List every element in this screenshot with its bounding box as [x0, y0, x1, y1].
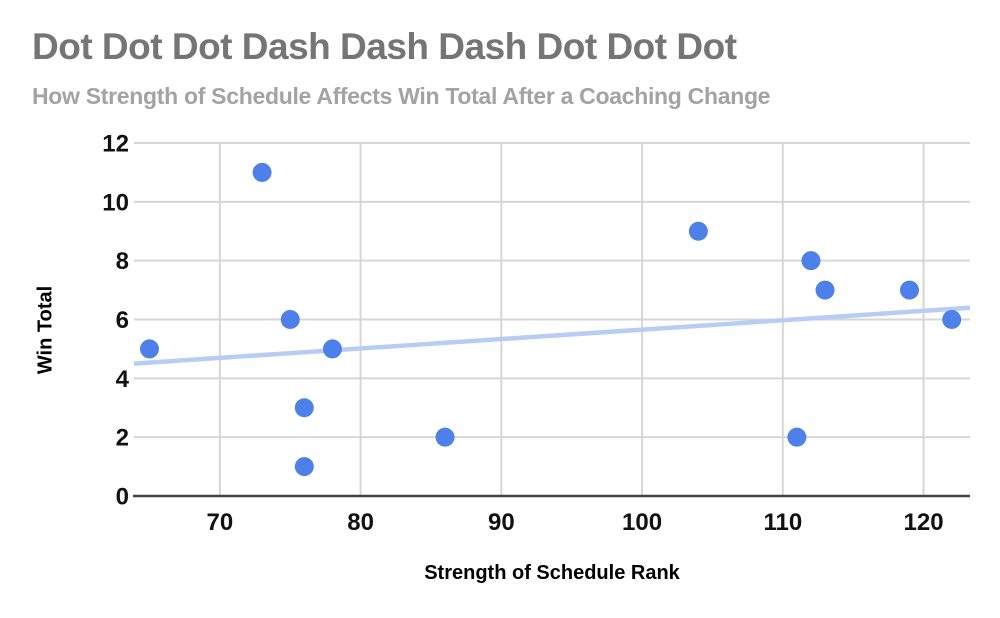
data-point [688, 221, 708, 241]
data-point [815, 280, 835, 300]
x-tick-label: 110 [763, 509, 802, 536]
y-tick-label: 12 [102, 131, 129, 158]
y-tick-label: 6 [116, 307, 129, 334]
y-tick-label: 0 [116, 484, 129, 511]
data-point [322, 339, 342, 359]
data-point [139, 339, 159, 359]
chart-title: Dot Dot Dot Dash Dash Dash Dot Dot Dot [32, 26, 737, 67]
data-point [280, 310, 300, 329]
trendline [133, 305, 971, 366]
x-axis-title: Strength of Schedule Rank [424, 562, 680, 584]
x-tick-label: 100 [622, 509, 662, 536]
data-point [252, 162, 272, 182]
chart-subtitle: How Strength of Schedule Affects Win Tot… [32, 83, 771, 109]
x-tick-label: 70 [207, 509, 234, 536]
data-point [294, 457, 314, 477]
y-tick-label: 4 [116, 366, 130, 393]
x-tick-label: 80 [347, 509, 374, 536]
x-tick-label: 120 [904, 509, 944, 536]
data-point [942, 310, 962, 329]
y-axis-title: Win Total [34, 285, 57, 375]
y-tick-label: 10 [102, 189, 129, 216]
y-tick-label: 8 [116, 248, 129, 275]
data-point [435, 427, 455, 447]
y-tick-label: 2 [116, 425, 129, 452]
data-point [294, 398, 314, 418]
x-tick-label: 90 [488, 509, 515, 536]
data-point [801, 251, 821, 271]
data-point [787, 427, 807, 447]
data-point [899, 280, 919, 300]
